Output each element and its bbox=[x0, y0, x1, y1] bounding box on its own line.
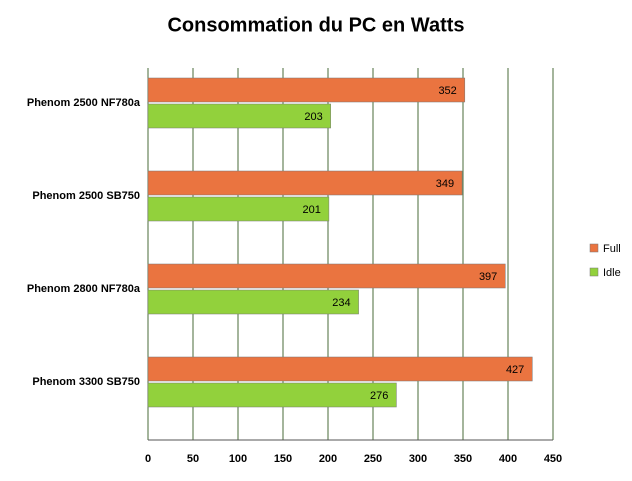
legend-label: Idle bbox=[603, 267, 621, 279]
value-label: 349 bbox=[436, 178, 454, 190]
x-tick-label: 50 bbox=[187, 453, 199, 465]
bar bbox=[147, 356, 533, 382]
value-label: 203 bbox=[304, 111, 322, 123]
bar bbox=[147, 170, 463, 196]
bar bbox=[147, 196, 330, 222]
value-label: 234 bbox=[332, 297, 350, 309]
y-tick-label: Phenom 3300 SB750 bbox=[32, 376, 140, 388]
x-tick-label: 450 bbox=[544, 453, 562, 465]
bar bbox=[147, 103, 331, 129]
y-tick-label: Phenom 2500 SB750 bbox=[32, 190, 140, 202]
x-tick-label: 300 bbox=[409, 453, 427, 465]
x-tick-label: 0 bbox=[145, 453, 151, 465]
y-tick-label: Phenom 2800 NF780a bbox=[27, 283, 141, 295]
x-tick-label: 350 bbox=[454, 453, 472, 465]
legend-label: Full bbox=[603, 243, 621, 255]
x-tick-label: 150 bbox=[274, 453, 292, 465]
value-label: 397 bbox=[479, 271, 497, 283]
chart-title: Consommation du PC en Watts bbox=[167, 14, 464, 36]
x-tick-label: 200 bbox=[319, 453, 337, 465]
value-label: 427 bbox=[506, 364, 524, 376]
x-tick-label: 250 bbox=[364, 453, 382, 465]
value-label: 276 bbox=[370, 390, 388, 402]
x-tick-label: 100 bbox=[229, 453, 247, 465]
x-tick-label: 400 bbox=[499, 453, 517, 465]
legend-swatch bbox=[589, 267, 599, 277]
bar bbox=[147, 382, 397, 408]
legend-swatch bbox=[589, 243, 599, 253]
bar bbox=[147, 263, 506, 289]
bar bbox=[147, 77, 466, 103]
value-label: 352 bbox=[438, 85, 456, 97]
value-label: 201 bbox=[303, 204, 321, 216]
y-tick-label: Phenom 2500 NF780a bbox=[27, 97, 141, 109]
bar bbox=[147, 289, 359, 315]
